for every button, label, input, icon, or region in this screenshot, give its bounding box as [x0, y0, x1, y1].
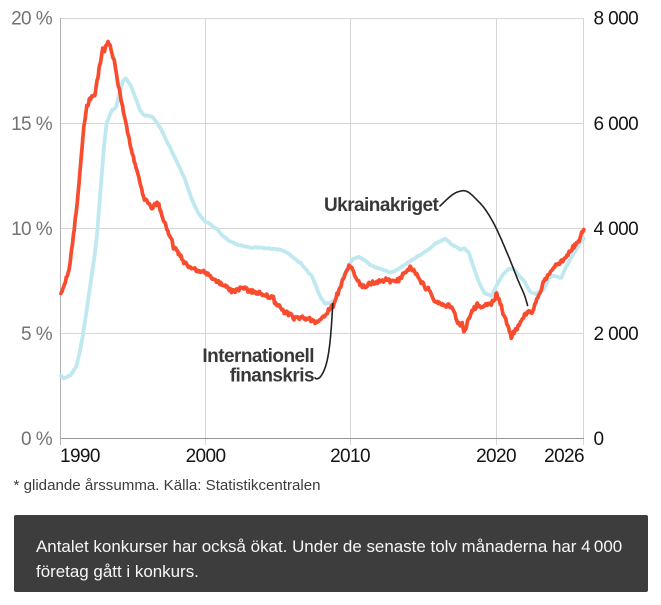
svg-text:2 000: 2 000: [594, 324, 639, 345]
svg-text:8 000: 8 000: [594, 9, 639, 30]
svg-text:finanskris: finanskris: [230, 366, 314, 387]
svg-text:10 %: 10 %: [11, 219, 53, 240]
svg-text:20 %: 20 %: [11, 9, 53, 30]
svg-text:0: 0: [594, 429, 604, 450]
svg-text:6 000: 6 000: [594, 114, 639, 135]
svg-text:Internationell: Internationell: [202, 346, 314, 367]
svg-text:15 %: 15 %: [11, 114, 53, 135]
svg-text:2010: 2010: [330, 446, 370, 467]
svg-text:Ukrainakriget: Ukrainakriget: [324, 195, 440, 216]
svg-text:1990: 1990: [60, 446, 100, 467]
svg-text:4 000: 4 000: [594, 219, 639, 240]
svg-text:2020: 2020: [476, 446, 516, 467]
svg-text:5 %: 5 %: [21, 324, 53, 345]
svg-text:2000: 2000: [186, 446, 226, 467]
svg-text:* glidande årssumma. Källa: St: * glidande årssumma. Källa: Statistikcen…: [14, 477, 321, 494]
svg-text:2026: 2026: [544, 446, 584, 467]
svg-text:0 %: 0 %: [21, 429, 53, 450]
